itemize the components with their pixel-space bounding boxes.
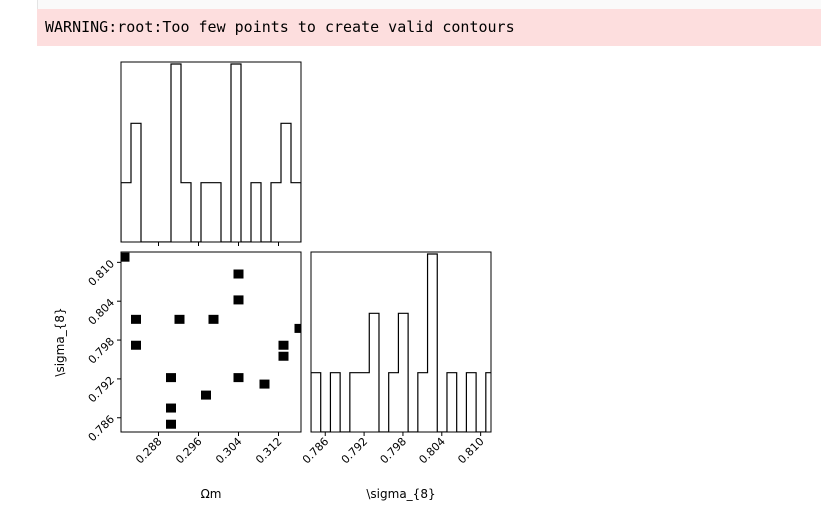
scatter-ytick-label-0: 0.786 [86, 413, 117, 444]
scatter-point-3 [166, 373, 176, 383]
scatter-point-12 [259, 379, 270, 389]
scatter-xlabel: Ωm [201, 487, 222, 501]
scatter-point-2 [131, 340, 141, 350]
scatter-xtick-label-1: 0.296 [173, 435, 204, 466]
scatter-point-13 [278, 340, 289, 350]
scatter-point-11 [233, 373, 244, 383]
scatter-point-6 [174, 314, 185, 324]
scatter-ytick-label-4: 0.810 [86, 257, 117, 288]
sigma8-histogram [311, 253, 491, 432]
scatter-ytick-label-3: 0.804 [86, 296, 117, 327]
scatter-point-8 [208, 314, 219, 324]
scatter-point-4 [166, 403, 176, 413]
scatter-point-15 [294, 323, 301, 333]
scatter-point-14 [278, 351, 289, 361]
scatter-point-5 [166, 419, 176, 429]
stderr-warning: WARNING:root:Too few points to create va… [37, 9, 821, 46]
omega-m-histogram [121, 63, 301, 242]
right-xtick-label-4: 0.810 [455, 435, 486, 466]
scatter-ytick-label-2: 0.798 [86, 335, 117, 366]
scatter-panel-frame [120, 251, 302, 433]
right-xtick-label-0: 0.786 [300, 435, 331, 466]
scatter-point-1 [131, 314, 141, 324]
scatter-point-0 [121, 252, 130, 262]
scatter-point-7 [201, 390, 211, 400]
right-xtick-label-1: 0.792 [339, 435, 370, 466]
scatter-xtick-label-0: 0.288 [133, 435, 164, 466]
top-panel-frame [120, 61, 302, 243]
scatter-xtick-label-2: 0.304 [213, 435, 244, 466]
right-xtick-label-3: 0.804 [416, 435, 447, 466]
scatter-ylabel: \sigma_{8} [53, 307, 67, 376]
right-panel-frame [310, 251, 492, 433]
scatter-point-9 [233, 269, 244, 279]
right-xtick-label-2: 0.798 [378, 435, 409, 466]
right-xlabel: \sigma_{8} [366, 487, 435, 501]
scatter-point-10 [233, 295, 244, 305]
scatter-ytick-label-1: 0.792 [86, 374, 117, 405]
scatter-xtick-label-3: 0.312 [253, 435, 284, 466]
